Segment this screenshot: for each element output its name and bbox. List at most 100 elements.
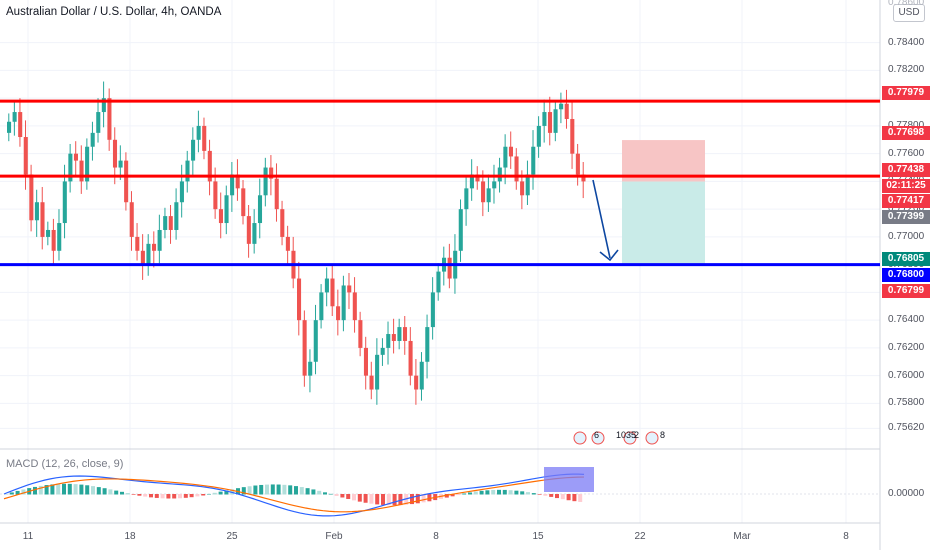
candle-body: [397, 327, 402, 341]
projection-arrow: [592, 179, 611, 259]
macd-histogram-bar: [502, 489, 507, 495]
macd-histogram-bar: [241, 487, 246, 495]
macd-histogram-bar: [270, 484, 275, 495]
time-axis-label: Feb: [325, 531, 343, 542]
macd-highlight-box: [544, 467, 594, 492]
candle-body: [341, 285, 346, 321]
macd-histogram-bar: [578, 494, 583, 502]
price-axis-label: 0.78200: [888, 64, 925, 76]
candle-body: [575, 153, 580, 175]
candle-body: [402, 327, 408, 341]
economic-event-marker[interactable]: 6: [594, 430, 600, 440]
macd-histogram-bar: [288, 485, 293, 495]
macd-histogram-bar: [450, 494, 455, 497]
candle-body: [302, 320, 307, 376]
economic-event-marker[interactable]: 8: [660, 430, 666, 440]
macd-histogram-bar: [183, 494, 188, 498]
macd-histogram-bar: [485, 490, 490, 495]
candle-body: [263, 167, 268, 196]
price-axis-label: 0.78400: [888, 36, 925, 48]
economic-event-marker[interactable]: 1035: [616, 430, 637, 440]
macd-histogram-bar: [410, 494, 414, 505]
candle-body: [531, 146, 536, 175]
candle-body: [514, 156, 519, 182]
flag-icon: [573, 431, 587, 445]
macd-histogram-bar: [276, 484, 281, 495]
price-tag: 0.76805: [882, 252, 930, 266]
candle-body: [520, 181, 525, 196]
price-tag: 02:11:25: [882, 179, 930, 193]
candle-body: [352, 292, 357, 321]
macd-histogram-bar: [137, 494, 142, 496]
macd-histogram-bar: [479, 490, 484, 495]
macd-histogram-bar: [15, 490, 20, 495]
candle-body: [536, 125, 541, 147]
macd-histogram-bar: [317, 490, 322, 495]
candle-body: [68, 153, 73, 182]
candle-body: [391, 334, 396, 341]
macd-histogram-bar: [149, 494, 153, 498]
macd-histogram-bar: [265, 484, 269, 495]
candle-body: [85, 146, 90, 182]
macd-histogram-bar: [497, 489, 501, 495]
time-axis-label: 18: [124, 531, 136, 542]
candle-body: [547, 112, 553, 133]
candle-body: [408, 340, 413, 376]
candle-body: [553, 109, 558, 133]
symbol-title[interactable]: Australian Dollar / U.S. Dollar, 4h, OAN…: [6, 6, 222, 18]
macd-histogram-bar: [38, 485, 43, 495]
macd-histogram-bar: [85, 485, 90, 495]
candle-body: [96, 112, 101, 133]
price-axis-label: 0.75800: [888, 397, 925, 409]
candle-body: [12, 112, 17, 122]
macd-histogram-bar: [67, 483, 72, 495]
candle-body: [508, 146, 513, 157]
candle-body: [503, 146, 508, 168]
candle-body: [34, 202, 39, 221]
macd-histogram-bar: [172, 494, 177, 499]
candle-body: [191, 139, 196, 161]
macd-histogram-bar: [299, 487, 304, 495]
price-tag: 0.77698: [882, 126, 930, 140]
time-axis-label: 22: [634, 531, 646, 542]
candle-body: [107, 98, 112, 140]
candle-body: [79, 160, 84, 182]
candle-body: [29, 174, 34, 221]
macd-histogram-bar: [473, 491, 478, 495]
candle-body: [179, 181, 184, 203]
macd-histogram-bar: [352, 494, 356, 501]
price-axis-label: 0.76400: [888, 314, 925, 326]
macd-histogram-bar: [294, 486, 298, 495]
candle-body: [168, 216, 173, 230]
candle-body: [285, 236, 290, 251]
currency-badge[interactable]: USD: [893, 4, 925, 22]
macd-histogram-bar: [212, 492, 217, 495]
macd-histogram-bar: [33, 486, 37, 495]
candle-body: [308, 361, 313, 376]
candle-body: [40, 202, 45, 237]
macd-indicator-label[interactable]: MACD (12, 26, close, 9): [6, 458, 124, 470]
price-axis-label-partial: 0.78600: [888, 0, 925, 8]
time-axis-label: Mar: [733, 531, 751, 542]
macd-histogram-bar: [375, 494, 380, 505]
macd-histogram-bar: [114, 490, 119, 495]
candle-body: [230, 174, 235, 196]
macd-histogram-bar: [247, 486, 252, 495]
price-tag: 0.76799: [882, 284, 930, 298]
price-axis-label: 0.77200: [888, 203, 925, 215]
candle-body: [124, 160, 129, 203]
candle-body: [375, 354, 380, 390]
macd-histogram-bar: [224, 490, 229, 495]
macd-histogram-bar: [131, 494, 136, 495]
candle-body: [469, 174, 474, 189]
economic-event-marker[interactable]: 2: [634, 430, 640, 440]
candle-body: [269, 167, 274, 179]
candle-body: [90, 132, 95, 147]
macd-histogram-bar: [62, 483, 66, 495]
price-tag: 0.77979: [882, 86, 930, 100]
macd-histogram-bar: [386, 494, 391, 506]
candle-body: [252, 223, 257, 244]
candle-body: [140, 250, 145, 265]
